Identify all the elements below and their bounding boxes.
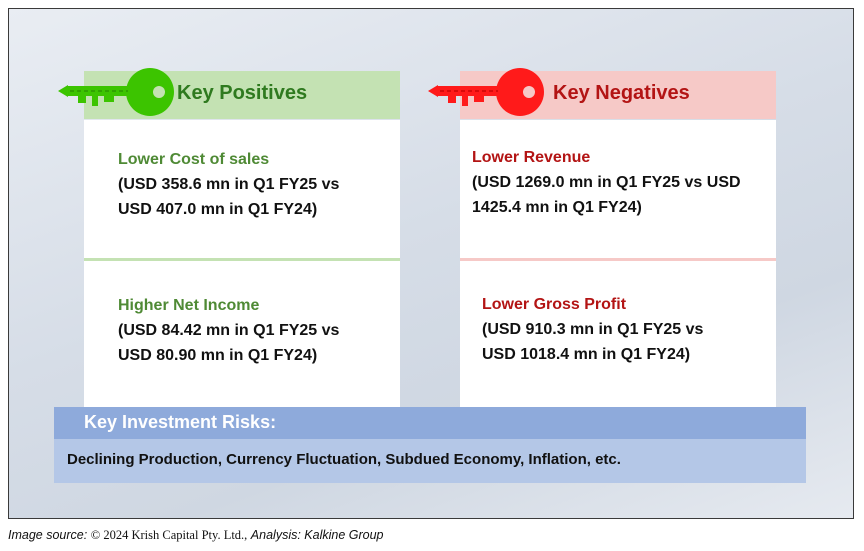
source-copyright: © 2024 Krish Capital Pty. Ltd.,	[90, 528, 248, 542]
item-detail-line: (USD 84.42 mn in Q1 FY25 vs	[118, 322, 340, 339]
green-key-icon	[58, 68, 174, 116]
negatives-divider	[460, 258, 776, 261]
risks-header: Key Investment Risks:	[54, 407, 806, 439]
item-detail-line: USD 407.0 mn in Q1 FY24)	[118, 201, 318, 218]
item-detail-line: USD 1018.4 mn in Q1 FY24)	[482, 346, 691, 363]
positives-title: Key Positives	[177, 82, 308, 104]
positives-panel	[84, 120, 400, 410]
item-title: Lower Revenue	[472, 149, 591, 166]
source-analysis: Analysis: Kalkine Group	[250, 528, 384, 542]
red-key-icon	[428, 68, 544, 116]
negative-item-gross-profit: Lower Gross Profit (USD 910.3 mn in Q1 F…	[482, 292, 703, 367]
item-detail-line: 1425.4 mn in Q1 FY24)	[472, 199, 642, 216]
item-detail-line: (USD 1269.0 mn in Q1 FY25 vs USD	[472, 174, 741, 191]
item-title: Lower Gross Profit	[482, 296, 627, 313]
item-title: Higher Net Income	[118, 297, 260, 314]
image-source-caption: Image source: © 2024 Krish Capital Pty. …	[8, 528, 384, 543]
item-detail-line: (USD 910.3 mn in Q1 FY25 vs	[482, 321, 704, 338]
item-title: Lower Cost of sales	[118, 151, 270, 168]
negatives-title: Key Negatives	[553, 82, 690, 104]
negative-item-revenue: Lower Revenue (USD 1269.0 mn in Q1 FY25 …	[472, 145, 741, 220]
negatives-panel	[460, 120, 776, 410]
item-detail-line: USD 80.90 mn in Q1 FY24)	[118, 347, 318, 364]
item-detail-line: (USD 358.6 mn in Q1 FY25 vs	[118, 176, 340, 193]
source-label: Image source:	[8, 528, 88, 542]
risks-body: Declining Production, Currency Fluctuati…	[54, 439, 806, 483]
risks-text: Declining Production, Currency Fluctuati…	[67, 451, 621, 468]
risks-title: Key Investment Risks:	[84, 412, 277, 432]
positive-item-cost-of-sales: Lower Cost of sales (USD 358.6 mn in Q1 …	[118, 147, 339, 222]
positive-item-net-income: Higher Net Income (USD 84.42 mn in Q1 FY…	[118, 293, 339, 368]
positives-divider	[84, 258, 400, 261]
